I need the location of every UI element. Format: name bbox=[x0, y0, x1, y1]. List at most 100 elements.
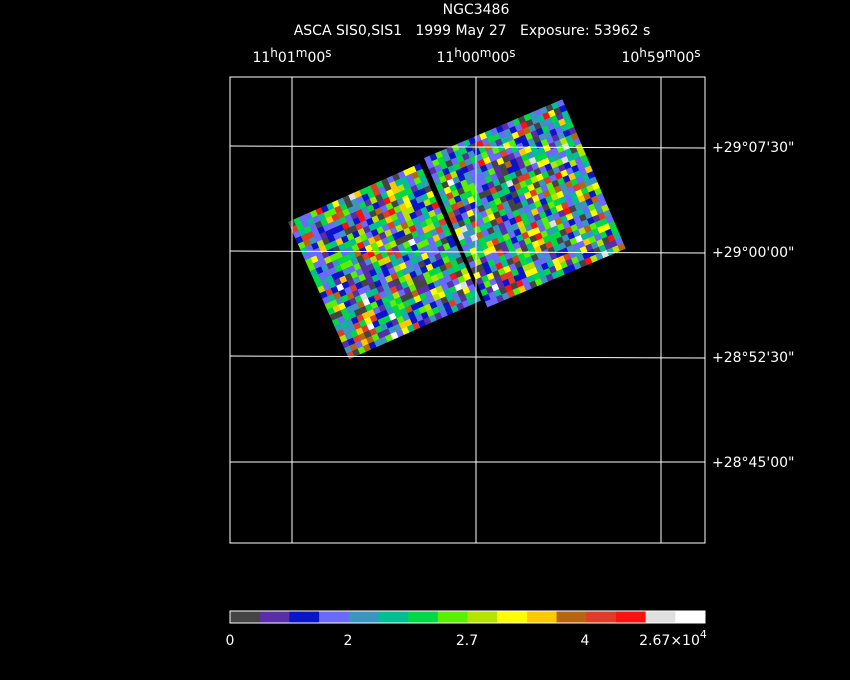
pixel bbox=[579, 167, 588, 177]
pixel bbox=[457, 173, 467, 183]
pixel bbox=[417, 201, 427, 210]
pixel bbox=[406, 278, 415, 287]
pixel bbox=[411, 289, 420, 298]
pixel bbox=[509, 203, 518, 213]
pixel bbox=[439, 263, 448, 273]
pixel bbox=[513, 150, 522, 159]
pixel bbox=[391, 304, 400, 313]
pixel bbox=[392, 232, 401, 241]
pixel bbox=[529, 188, 538, 198]
pixel bbox=[348, 251, 357, 261]
pixel bbox=[387, 325, 397, 335]
pixel bbox=[531, 116, 540, 125]
colorbar-label: 0 bbox=[226, 633, 235, 649]
pixel bbox=[325, 288, 334, 297]
pixel bbox=[518, 285, 527, 294]
pixel bbox=[607, 234, 616, 243]
pixel bbox=[362, 284, 372, 293]
pixel bbox=[375, 239, 385, 248]
pixel bbox=[596, 193, 605, 202]
pixel bbox=[546, 181, 555, 191]
pixel bbox=[491, 146, 501, 155]
pixel bbox=[506, 257, 515, 266]
pixel bbox=[486, 272, 495, 281]
pixel bbox=[403, 168, 412, 177]
pixel bbox=[500, 259, 510, 269]
pixel bbox=[455, 168, 464, 177]
pixel bbox=[423, 198, 432, 207]
pixel bbox=[390, 272, 399, 281]
pixel bbox=[360, 338, 369, 347]
pixel bbox=[387, 207, 397, 217]
pixel bbox=[467, 228, 477, 237]
pixel bbox=[531, 194, 541, 203]
colorbar-cell bbox=[378, 611, 409, 623]
pixel bbox=[453, 149, 463, 158]
pixel bbox=[361, 311, 371, 320]
pixel bbox=[517, 207, 526, 216]
pixel bbox=[370, 301, 379, 310]
pixel bbox=[369, 268, 378, 278]
pixel bbox=[337, 243, 347, 252]
pixel bbox=[462, 272, 472, 282]
pixel bbox=[512, 287, 521, 296]
pixel bbox=[506, 166, 515, 175]
pixel bbox=[408, 224, 417, 234]
pixel bbox=[549, 252, 558, 261]
pixel bbox=[427, 223, 436, 232]
pixel bbox=[309, 223, 318, 232]
pixel bbox=[290, 224, 299, 234]
pixel bbox=[527, 183, 536, 192]
pixel bbox=[370, 241, 379, 251]
pixel bbox=[391, 186, 400, 195]
pixel bbox=[522, 218, 531, 227]
pixel bbox=[552, 244, 562, 253]
ra-part: h bbox=[639, 46, 647, 60]
pixel bbox=[383, 315, 392, 324]
pixel bbox=[465, 278, 474, 287]
pixel bbox=[475, 185, 485, 194]
pixel bbox=[461, 299, 470, 309]
pixel bbox=[542, 157, 551, 166]
pixel bbox=[369, 196, 378, 205]
pixel bbox=[520, 121, 529, 130]
pixel bbox=[593, 233, 603, 242]
pixel bbox=[431, 158, 441, 167]
pixel bbox=[512, 163, 521, 172]
pixel bbox=[535, 173, 545, 182]
pixel bbox=[525, 210, 534, 219]
pixel bbox=[376, 212, 386, 221]
pixel bbox=[431, 306, 441, 315]
pixel bbox=[517, 252, 526, 262]
pixel bbox=[402, 181, 411, 190]
pixel bbox=[517, 161, 526, 170]
pixel bbox=[536, 114, 546, 123]
pixel bbox=[413, 176, 422, 186]
pixel bbox=[518, 271, 528, 280]
pixel bbox=[577, 194, 586, 203]
pixel bbox=[293, 216, 302, 226]
pixel bbox=[580, 232, 589, 241]
pixel bbox=[450, 202, 459, 212]
pixel bbox=[348, 310, 357, 320]
pixel bbox=[499, 240, 508, 250]
pixel bbox=[494, 151, 503, 161]
pixel bbox=[506, 211, 515, 221]
pixel bbox=[458, 206, 467, 215]
pixel bbox=[440, 223, 450, 232]
pixel bbox=[459, 294, 468, 303]
pixel bbox=[440, 296, 449, 305]
pixel bbox=[526, 242, 535, 251]
pixel bbox=[588, 189, 597, 199]
pixel bbox=[550, 238, 559, 247]
pixel bbox=[342, 254, 352, 263]
pixel bbox=[485, 285, 495, 295]
pixel bbox=[586, 216, 596, 226]
pixel bbox=[534, 186, 544, 195]
pixel bbox=[501, 122, 510, 131]
pixel bbox=[314, 220, 324, 229]
pixel bbox=[367, 295, 377, 304]
pixel bbox=[447, 210, 456, 220]
pixel bbox=[459, 146, 468, 156]
pixel bbox=[440, 194, 449, 203]
